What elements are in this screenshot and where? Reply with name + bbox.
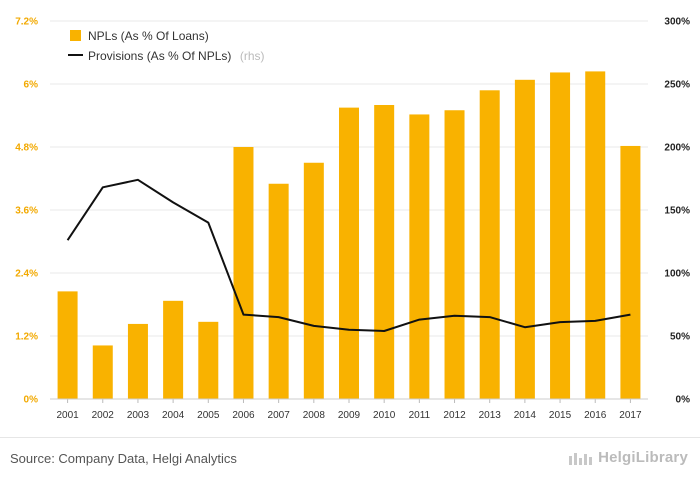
npl-bar [479, 90, 500, 400]
x-axis-tick-label: 2013 [479, 410, 502, 421]
npl-bar [163, 300, 184, 399]
left-axis-tick-label: 1.2% [15, 332, 38, 343]
npl-bar [57, 291, 78, 399]
x-axis-tick-label: 2017 [619, 410, 642, 421]
x-axis-tick-label: 2015 [549, 410, 572, 421]
x-axis-tick-label: 2006 [232, 410, 255, 421]
right-axis-tick-label: 250% [664, 80, 690, 91]
legend-label-npls: NPLs (As % Of Loans) [88, 29, 209, 43]
brand-name: HelgiLibrary [598, 449, 688, 466]
npl-bar [444, 110, 465, 399]
left-axis-tick-label: 4.8% [15, 143, 38, 154]
x-axis-tick-label: 2001 [56, 410, 79, 421]
right-axis-tick-label: 50% [670, 332, 690, 343]
right-axis-tick-label: 0% [676, 395, 691, 406]
x-axis-tick-label: 2016 [584, 410, 607, 421]
x-axis-tick-label: 2007 [268, 410, 291, 421]
helgi-library-icon [569, 452, 593, 465]
left-axis-tick-label: 6% [24, 80, 39, 91]
npl-bar [620, 145, 641, 399]
line-series [66, 178, 631, 332]
npl-bar [127, 323, 148, 399]
npl-bar [339, 107, 359, 399]
right-axis-tick-label: 100% [664, 269, 690, 280]
right-axis-tick-label: 200% [664, 143, 690, 154]
right-axis-tick-label: 300% [664, 17, 690, 28]
left-axis-ticks: 0% 1.2% 2.4% 3.6% 4.8% 6% 7.2% [15, 17, 38, 406]
x-axis-tick-label: 2012 [443, 410, 466, 421]
x-axis-tick-label: 2003 [127, 410, 150, 421]
legend-label-provisions: Provisions (As % Of NPLs) (rhs) [88, 47, 265, 64]
legend-label-provisions-note: (rhs) [240, 49, 265, 63]
legend-swatch-npls [70, 30, 81, 41]
npl-bar [585, 71, 606, 400]
x-axis-ticks: 2001 2002 2003 2004 2005 2006 2007 2008 2009 2010… [50, 398, 648, 421]
combo-chart: 0% 1.2% 2.4% 3.6% 4.8% 6% 7.2% 0% 50% 100% 150% 20… [15, 17, 690, 422]
brand-logo: HelgiLibrary [568, 449, 688, 466]
left-axis-tick-label: 3.6% [15, 206, 38, 217]
legend: NPLs (As % Of Loans) Provisions (As % Of… [68, 29, 265, 64]
left-axis-tick-label: 2.4% [15, 269, 38, 280]
right-axis-tick-label: 150% [664, 206, 690, 217]
legend-label-provisions-name: Provisions (As % Of NPLs) [88, 49, 231, 63]
left-axis-tick-label: 0% [24, 395, 39, 406]
x-axis-tick-label: 2010 [373, 410, 396, 421]
npl-bar [550, 72, 571, 399]
bar-series [57, 71, 641, 400]
x-axis-tick-label: 2011 [409, 410, 431, 421]
provisions-line [66, 178, 631, 332]
right-axis-ticks: 0% 50% 100% 150% 200% 250% 300% [664, 17, 690, 406]
npl-bar [233, 147, 254, 399]
source-note: Source: Company Data, Helgi Analytics [10, 451, 237, 466]
npl-bar [409, 114, 430, 399]
npl-bar [374, 105, 395, 399]
footer-divider [0, 437, 700, 438]
x-axis-tick-label: 2008 [303, 410, 326, 421]
x-axis-tick-label: 2004 [162, 410, 185, 421]
npl-bar [303, 162, 324, 399]
x-axis-tick-label: 2002 [92, 410, 115, 421]
x-axis-tick-label: 2009 [338, 410, 361, 421]
npl-bar [198, 321, 219, 399]
npl-bar [92, 345, 113, 399]
npl-bar [268, 183, 289, 399]
x-axis-tick-label: 2005 [197, 410, 220, 421]
x-axis-tick-label: 2014 [514, 410, 537, 421]
left-axis-tick-label: 7.2% [15, 17, 38, 28]
npl-bar [514, 79, 535, 400]
